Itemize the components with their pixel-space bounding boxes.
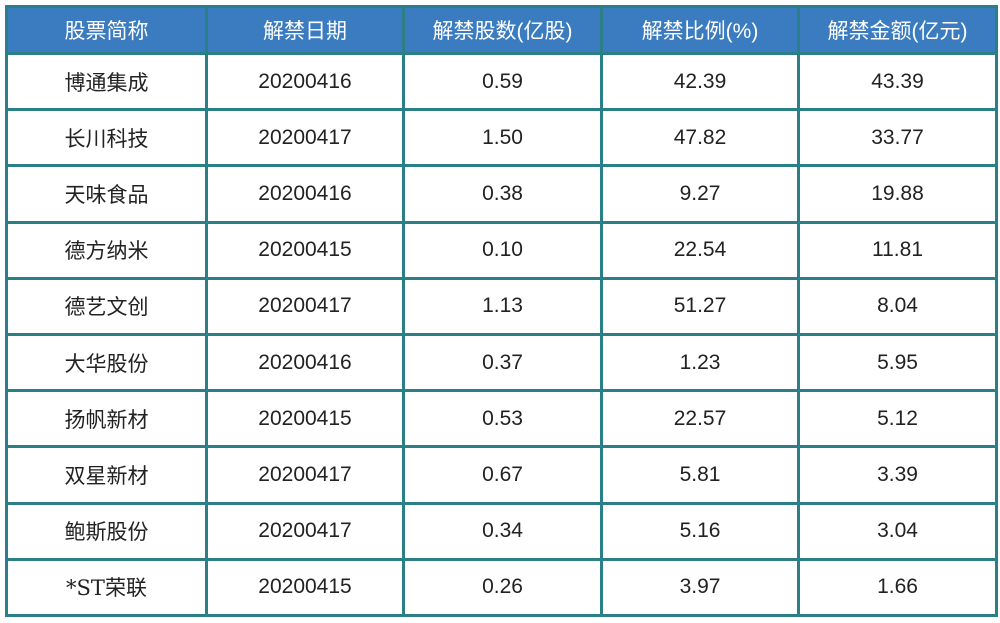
table-cell: 0.37 [402,332,603,393]
table-cell: 博通集成 [5,51,208,112]
header-cell: 解禁日期 [205,5,405,55]
table-cell: 11.81 [797,220,998,280]
table-row: 大华股份 20200416 0.37 1.23 5.95 [5,332,998,393]
table-cell: 20200416 [205,51,405,112]
table-cell: 德艺文创 [5,276,208,336]
table-row: 德艺文创 20200417 1.13 51.27 8.04 [5,276,998,336]
table-cell: 5.95 [797,332,998,393]
header-cell: 股票简称 [5,5,208,55]
table-cell: 20200416 [205,164,405,224]
table-cell: *ST荣联 [5,557,208,618]
table-cell: 3.04 [797,501,998,561]
table-cell: 1.66 [797,557,998,618]
unlock-table: 股票简称 解禁日期 解禁股数(亿股) 解禁比例(%) 解禁金额(亿元) 博通集成 2020… [5,5,998,618]
table-cell: 3.39 [797,445,998,505]
table-cell: 20200417 [205,108,405,168]
table-cell: 大华股份 [5,332,208,393]
table-row: 双星新材 20200417 0.67 5.81 3.39 [5,445,998,505]
table-cell: 22.57 [600,389,800,449]
table-cell: 20200415 [205,220,405,280]
table-cell: 42.39 [600,51,800,112]
table-body: 博通集成 20200416 0.59 42.39 43.39 长川科技 20200417 1.… [5,51,998,618]
table-cell: 长川科技 [5,108,208,168]
table-cell: 0.10 [402,220,603,280]
table-cell: 22.54 [600,220,800,280]
table-cell: 扬帆新材 [5,389,208,449]
header-cell: 解禁股数(亿股) [402,5,603,55]
table-cell: 8.04 [797,276,998,336]
table-row: 长川科技 20200417 1.50 47.82 33.77 [5,108,998,168]
table-container: 股票简称 解禁日期 解禁股数(亿股) 解禁比例(%) 解禁金额(亿元) 博通集成 2020… [5,5,998,618]
table-cell: 0.34 [402,501,603,561]
table-row: 德方纳米 20200415 0.10 22.54 11.81 [5,220,998,280]
table-cell: 43.39 [797,51,998,112]
table-cell: 9.27 [600,164,800,224]
table-cell: 33.77 [797,108,998,168]
table-cell: 47.82 [600,108,800,168]
table-cell: 双星新材 [5,445,208,505]
table-cell: 0.38 [402,164,603,224]
table-cell: 3.97 [600,557,800,618]
table-cell: 德方纳米 [5,220,208,280]
header-cell: 解禁比例(%) [600,5,800,55]
table-cell: 1.50 [402,108,603,168]
table-cell: 5.12 [797,389,998,449]
table-cell: 1.13 [402,276,603,336]
table-row: 扬帆新材 20200415 0.53 22.57 5.12 [5,389,998,449]
table-cell: 20200416 [205,332,405,393]
table-cell: 20200415 [205,557,405,618]
table-cell: 5.81 [600,445,800,505]
table-cell: 天味食品 [5,164,208,224]
table-cell: 0.53 [402,389,603,449]
table-cell: 鲍斯股份 [5,501,208,561]
header-row: 股票简称 解禁日期 解禁股数(亿股) 解禁比例(%) 解禁金额(亿元) [5,5,998,55]
table-cell: 20200417 [205,276,405,336]
table-cell: 0.26 [402,557,603,618]
table-cell: 0.59 [402,51,603,112]
table-cell: 0.67 [402,445,603,505]
table-cell: 5.16 [600,501,800,561]
table-row: *ST荣联 20200415 0.26 3.97 1.66 [5,557,998,618]
table-cell: 19.88 [797,164,998,224]
table-cell: 20200417 [205,445,405,505]
table-cell: 1.23 [600,332,800,393]
table-row: 鲍斯股份 20200417 0.34 5.16 3.04 [5,501,998,561]
table-cell: 20200417 [205,501,405,561]
table-row: 天味食品 20200416 0.38 9.27 19.88 [5,164,998,224]
table-row: 博通集成 20200416 0.59 42.39 43.39 [5,51,998,112]
table-cell: 20200415 [205,389,405,449]
table-cell: 51.27 [600,276,800,336]
header-cell: 解禁金额(亿元) [797,5,998,55]
